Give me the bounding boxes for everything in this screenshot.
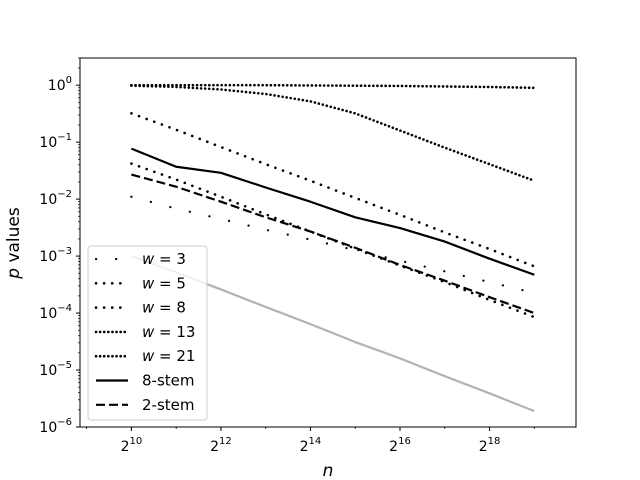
y-tick-label: 10−4 (39, 303, 72, 322)
series-line-w-21 (130, 83, 536, 90)
x-tick-label: 210 (121, 436, 143, 455)
plot-frame (79, 57, 577, 428)
series-line-8-stem (130, 147, 535, 276)
legend-label: w = 5 (142, 274, 186, 292)
series-line-w-13 (130, 84, 536, 183)
legend-label: w = 21 (142, 347, 195, 365)
x-tick-label: 218 (479, 436, 501, 455)
x-tick-label: 214 (300, 436, 322, 455)
y-tick-label: 10−2 (39, 189, 72, 208)
y-tick-label: 10−1 (39, 132, 72, 151)
y-axis-label: p values (4, 207, 24, 280)
legend-label: w = 3 (142, 250, 186, 268)
legend-label: w = 13 (142, 323, 195, 341)
y-tick-label: 10−5 (39, 360, 72, 379)
legend-box (87, 245, 208, 421)
legend: w = 3 w = 5 w = 8 w = 13 w = 21 8-stem 2-stem (87, 245, 208, 421)
series-line-w-8 (130, 112, 536, 268)
axes-layer: 210 212 214 216 218 100 10−1 10−2 10−3 10−4 10−5 10… (4, 57, 577, 480)
y-tick-label: 10−3 (39, 246, 72, 265)
y-tick-label: 10−6 (39, 417, 72, 436)
y-tick-label: 100 (48, 75, 72, 94)
x-axis-label: n (323, 461, 334, 480)
x-tick-label: 216 (389, 436, 411, 455)
legend-label: w = 8 (142, 299, 186, 317)
series-line-2-stem (131, 173, 535, 315)
legend-label: 8-stem (142, 372, 195, 390)
legend-label: 2-stem (142, 396, 195, 414)
x-tick-label: 212 (210, 436, 232, 455)
